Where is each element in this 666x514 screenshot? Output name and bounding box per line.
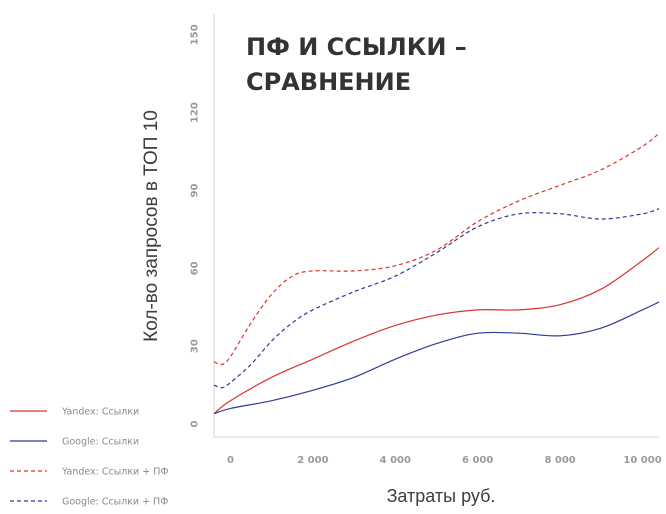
- y-tick-label: 60: [190, 261, 201, 275]
- x-tick-label: 8 000: [544, 455, 575, 466]
- chart-title-line-1: ПФ И ССЫЛКИ –: [246, 33, 467, 61]
- legend-label-2: Google: Ссылки: [62, 436, 139, 447]
- y-axis-label: Кол-во запросов в ТОП 10: [141, 110, 162, 342]
- y-tick-label: 150: [190, 24, 201, 45]
- x-tick-label: 4 000: [380, 455, 411, 466]
- y-tick-label: 90: [190, 183, 201, 197]
- y-tick-labels: 0 30 60 90 120 150: [190, 24, 201, 427]
- legend-label-3: Yandex: Ссылки + ПФ: [61, 466, 169, 477]
- y-tick-label: 0: [190, 421, 201, 428]
- series-line-1: [213, 247, 660, 415]
- x-tick-label: 2 000: [297, 455, 328, 466]
- x-tick-label: 0: [227, 455, 234, 466]
- x-tick-label: 6 000: [462, 455, 493, 466]
- series-line-3: [213, 132, 660, 366]
- legend: Yandex: Ссылки Google: Ссылки Yandex: Ссыл…: [10, 406, 169, 507]
- y-tick-label: 120: [190, 102, 201, 123]
- x-axis-label: Затраты руб.: [387, 486, 496, 506]
- series-line-4: [213, 208, 660, 389]
- y-tick-label: 30: [190, 339, 201, 353]
- x-tick-labels: 0 2 000 4 000 6 000 8 000 10 000: [227, 455, 662, 466]
- chart-title-line-2: СРАВНЕНИЕ: [246, 68, 411, 96]
- legend-label-1: Yandex: Ссылки: [61, 406, 139, 417]
- series-lines: [213, 132, 660, 415]
- series-line-2: [213, 301, 660, 415]
- legend-label-4: Google: Ссылки + ПФ: [62, 496, 168, 507]
- x-tick-label: 10 000: [623, 455, 661, 466]
